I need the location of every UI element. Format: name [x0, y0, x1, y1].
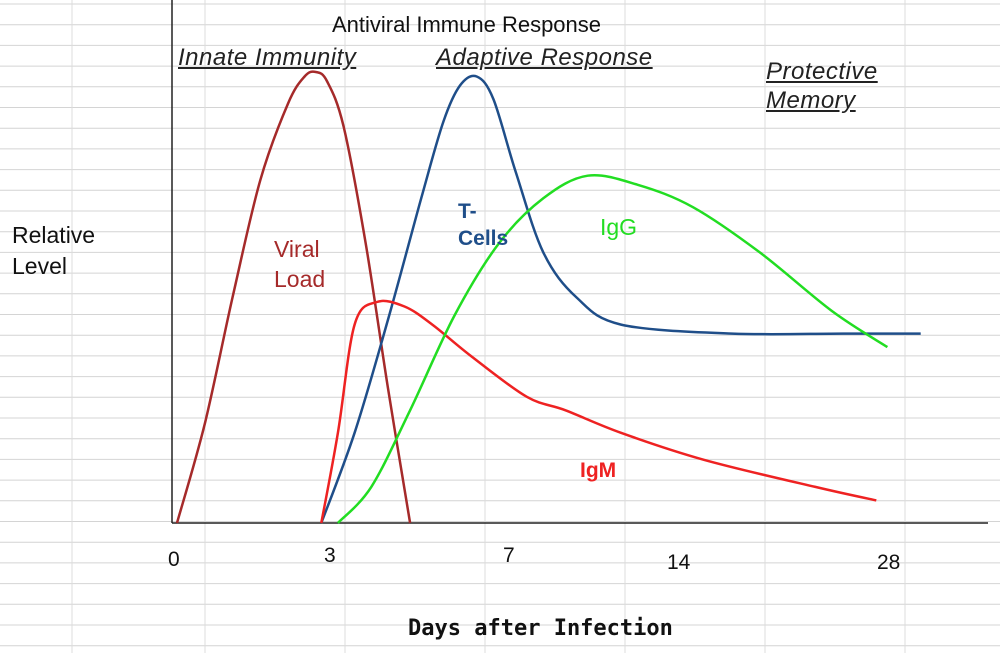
- x-tick-label: 0: [168, 548, 180, 571]
- series-label-line: T-: [458, 200, 477, 223]
- series-label-viral-load: Viral Load: [274, 235, 325, 295]
- series-lines: [175, 70, 921, 524]
- series-label-t-cells: T- Cells: [458, 198, 508, 253]
- series-label-line: Load: [274, 265, 326, 292]
- x-tick-label: 7: [503, 544, 515, 567]
- phase-protective-memory: Protective Memory: [766, 58, 916, 116]
- series-label-igm: IgM: [580, 459, 617, 482]
- x-tick-label: 3: [324, 544, 336, 567]
- chart-title: Antiviral Immune Response: [332, 12, 602, 37]
- phase-adaptive-response: Adaptive Response: [436, 44, 653, 71]
- phase-protective-memory-text: Protective Memory: [766, 58, 878, 114]
- series-label-line: Viral: [274, 236, 320, 262]
- x-tick-label: 28: [877, 551, 901, 574]
- y-axis-label-text: Relative Level: [12, 222, 96, 280]
- series-line-t-cells: [320, 74, 921, 524]
- series-label-igg: IgG: [600, 214, 638, 240]
- y-axis-label: Relative Level: [12, 220, 122, 282]
- series-line-igm: [320, 299, 877, 524]
- series-line-igg: [336, 173, 889, 524]
- series-line-viral-load: [175, 70, 412, 524]
- series-label-line: Cells: [458, 227, 509, 251]
- x-axis-label: Days after Infection: [408, 616, 673, 641]
- phase-innate-immunity: Innate Immunity: [178, 44, 357, 71]
- x-tick-label: 14: [667, 551, 691, 574]
